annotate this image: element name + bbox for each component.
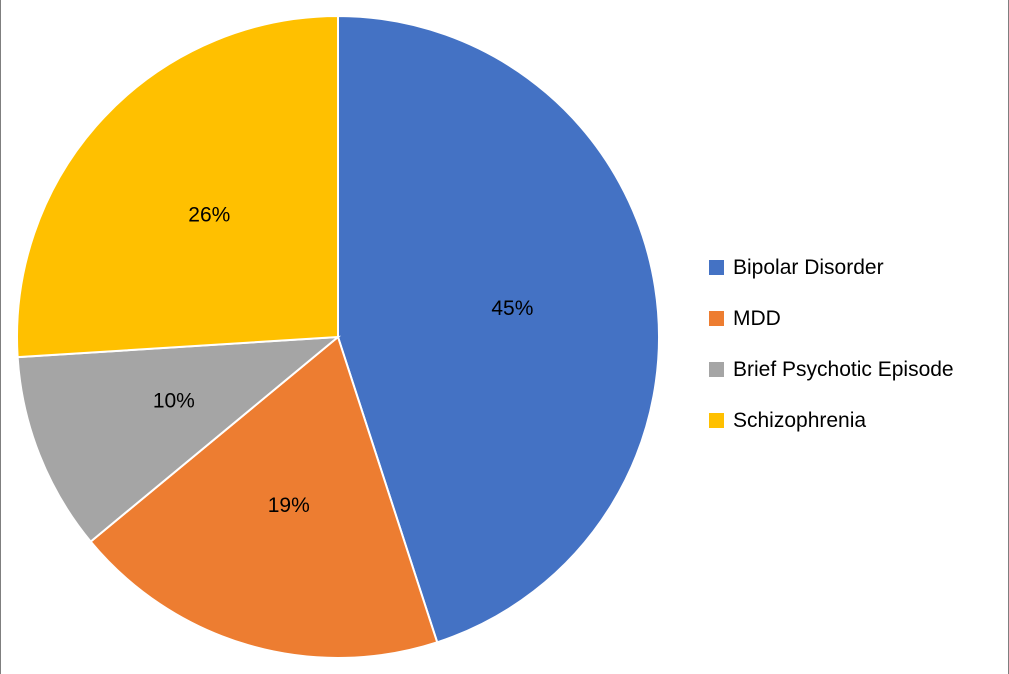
legend-item-schizophrenia: Schizophrenia xyxy=(709,395,954,446)
legend-swatch-bipolar-disorder xyxy=(709,260,724,275)
pie-slice-bipolar-disorder xyxy=(337,14,660,644)
chart-legend: Bipolar Disorder MDD Brief Psychotic Episo… xyxy=(709,242,954,446)
legend-label-mdd: MDD xyxy=(733,306,781,330)
pie-slice-brief-psychotic-episode xyxy=(16,335,342,544)
data-label-schizophrenia: 26% xyxy=(188,204,230,227)
pie-slice-mdd xyxy=(89,335,439,659)
pie-slices xyxy=(16,14,660,659)
legend-item-mdd: MDD xyxy=(709,293,954,344)
legend-item-brief-psychotic-episode: Brief Psychotic Episode xyxy=(709,344,954,395)
data-label-brief-psychotic-episode: 10% xyxy=(153,390,195,413)
legend-swatch-schizophrenia xyxy=(709,413,724,428)
data-label-bipolar-disorder: 45% xyxy=(491,297,533,320)
legend-label-bipolar-disorder: Bipolar Disorder xyxy=(733,255,884,279)
legend-label-brief-psychotic-episode: Brief Psychotic Episode xyxy=(733,357,954,381)
legend-label-schizophrenia: Schizophrenia xyxy=(733,408,867,432)
legend-swatch-brief-psychotic-episode xyxy=(709,362,724,377)
pie-data-labels: 45% 19% 10% 26% xyxy=(153,204,534,517)
legend-swatch-mdd xyxy=(709,311,724,326)
legend-item-bipolar-disorder: Bipolar Disorder xyxy=(709,242,954,293)
pie-slice-schizophrenia xyxy=(16,14,339,359)
data-label-mdd: 19% xyxy=(268,494,310,517)
